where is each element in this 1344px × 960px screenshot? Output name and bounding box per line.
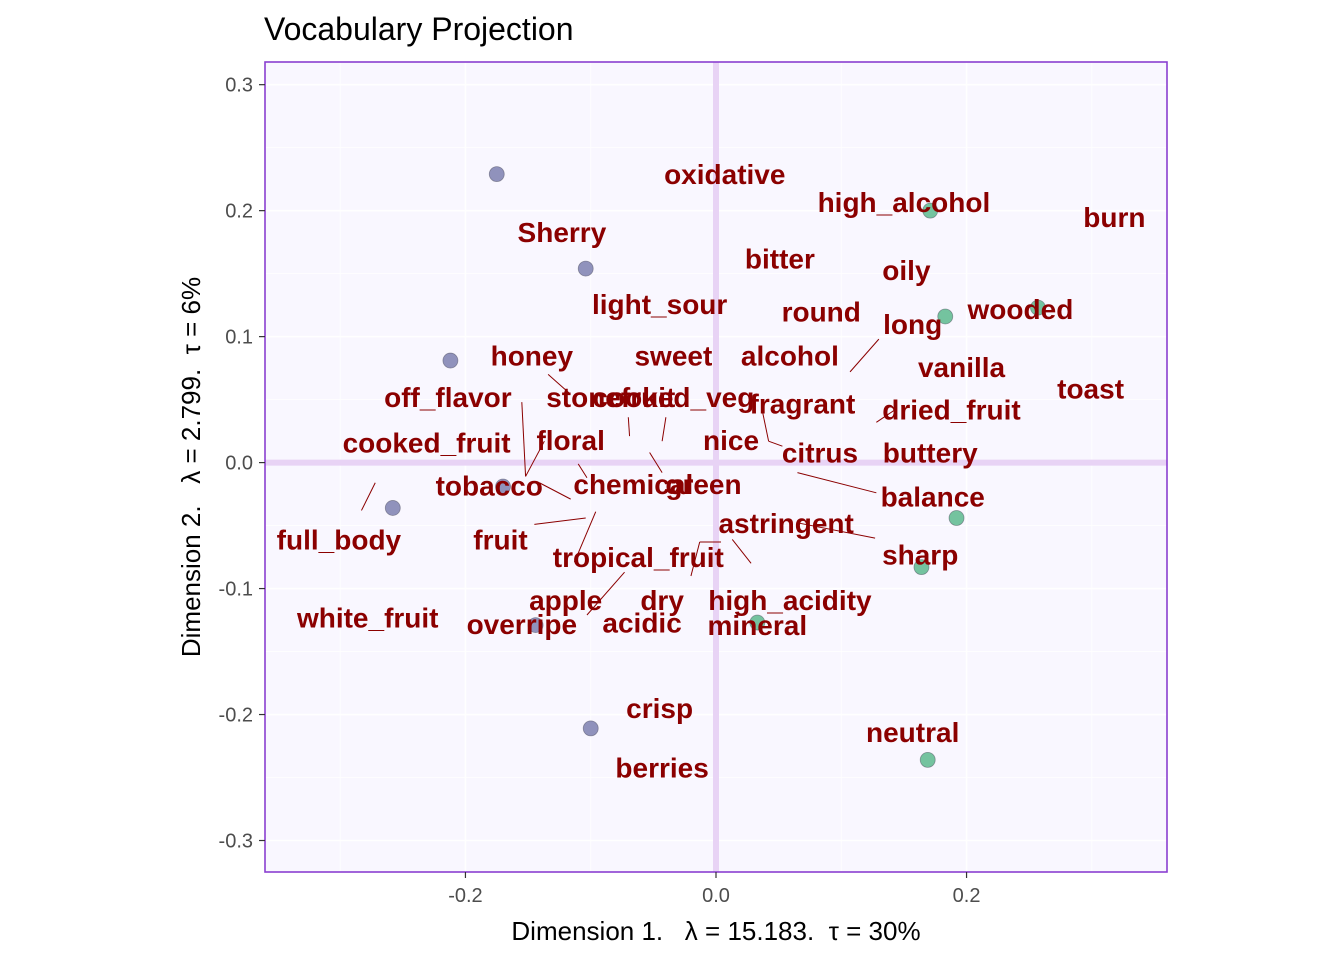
label-connector bbox=[521, 402, 527, 477]
label-connector bbox=[577, 463, 588, 478]
data-points bbox=[384, 166, 1046, 768]
y-tick-label: 0.1 bbox=[225, 327, 253, 349]
word-label: cooked_fruit bbox=[343, 427, 511, 458]
x-axis-ticks: -0.2 0.0 0.2 bbox=[448, 872, 980, 907]
label-connector bbox=[534, 517, 586, 525]
word-label: acidic bbox=[602, 608, 681, 639]
word-label: white_fruit bbox=[296, 603, 439, 634]
label-connector bbox=[761, 410, 770, 442]
word-label: full_body bbox=[277, 524, 402, 555]
y-tick-label: -0.1 bbox=[219, 579, 253, 601]
word-label: stonefruit bbox=[546, 382, 675, 413]
word-label: high_acidity bbox=[708, 585, 872, 616]
word-label: honey bbox=[491, 341, 574, 372]
data-point-group-1 bbox=[582, 720, 599, 737]
y-tick-label: 0.3 bbox=[225, 75, 253, 97]
word-label: Sherry bbox=[518, 217, 607, 248]
plot-panel: oxidative high_alcohol burn Sherry bitter oil… bbox=[264, 61, 1168, 873]
word-label: crisp bbox=[626, 693, 693, 724]
data-point-group-1 bbox=[495, 478, 511, 495]
chart-title: Vocabulary Projection bbox=[264, 11, 574, 47]
word-label: chemical bbox=[573, 469, 693, 500]
label-connector bbox=[798, 522, 876, 539]
label-connector bbox=[361, 482, 376, 511]
word-label: round bbox=[782, 296, 861, 327]
zero-reference-lines bbox=[265, 62, 1167, 872]
x-tick-label: 0.2 bbox=[953, 885, 981, 907]
label-connector bbox=[525, 440, 545, 477]
word-label: oily bbox=[882, 255, 931, 286]
label-connector bbox=[539, 482, 571, 500]
word-label: dried_fruit bbox=[882, 395, 1020, 426]
y-tick-label: 0.0 bbox=[225, 453, 253, 475]
label-connector bbox=[849, 338, 880, 373]
word-label: nice bbox=[703, 425, 759, 456]
label-connector bbox=[731, 539, 752, 564]
data-point-group-2 bbox=[913, 559, 930, 576]
word-label: fruit bbox=[473, 524, 527, 555]
word-label: cooked_veg bbox=[592, 382, 754, 413]
data-point-group-2 bbox=[948, 510, 965, 526]
data-point-group-2 bbox=[749, 614, 766, 631]
word-label: light_sour bbox=[592, 289, 727, 320]
data-point-group-1 bbox=[442, 352, 459, 369]
word-label: dry bbox=[640, 585, 684, 616]
label-connector bbox=[547, 374, 570, 394]
word-label: tropical_fruit bbox=[553, 542, 724, 573]
y-axis-ticks: -0.3 -0.2 -0.1 0.0 0.1 0.2 0.3 bbox=[219, 75, 265, 853]
x-axis-title: Dimension 1. λ = 15.183. τ = 30% bbox=[511, 916, 920, 946]
word-label: citrus bbox=[782, 438, 858, 469]
word-label: green bbox=[665, 469, 741, 500]
label-connector bbox=[768, 440, 783, 447]
word-label: off_flavor bbox=[384, 382, 512, 413]
word-label: balance bbox=[881, 482, 985, 513]
label-connector bbox=[661, 417, 667, 442]
label-connectors bbox=[361, 338, 896, 616]
data-point-group-2 bbox=[1030, 299, 1046, 316]
word-label: oxidative bbox=[664, 159, 785, 190]
y-tick-label: -0.3 bbox=[219, 831, 253, 853]
word-labels: oxidative high_alcohol burn Sherry bitter oil… bbox=[277, 159, 1146, 783]
word-label: toast bbox=[1057, 373, 1124, 404]
word-label: sweet bbox=[634, 341, 712, 372]
data-point-group-1 bbox=[527, 617, 544, 633]
word-label: tobacco bbox=[436, 470, 543, 501]
label-connector bbox=[586, 571, 625, 616]
label-connector bbox=[690, 541, 701, 577]
data-point-group-2 bbox=[922, 202, 939, 219]
word-label: wooded bbox=[967, 294, 1074, 325]
word-label: vanilla bbox=[918, 352, 1006, 383]
word-label: mineral bbox=[708, 610, 808, 641]
word-label: floral bbox=[536, 425, 604, 456]
data-point-group-2 bbox=[919, 751, 936, 768]
word-label: long bbox=[883, 309, 942, 340]
data-point-group-2 bbox=[937, 308, 954, 325]
word-label: alcohol bbox=[741, 341, 839, 372]
y-tick-label: -0.2 bbox=[219, 705, 253, 727]
label-connector bbox=[797, 472, 877, 494]
word-label: high_alcohol bbox=[818, 187, 991, 218]
word-label: berries bbox=[615, 752, 708, 783]
word-label: buttery bbox=[883, 438, 978, 469]
word-label: astringent bbox=[718, 508, 853, 539]
y-tick-label: 0.2 bbox=[225, 201, 253, 223]
data-point-group-1 bbox=[577, 260, 594, 277]
word-label: neutral bbox=[866, 717, 959, 748]
label-connector bbox=[876, 409, 896, 423]
data-point-group-1 bbox=[384, 500, 401, 516]
word-label: bitter bbox=[745, 244, 815, 275]
word-label: sharp bbox=[882, 540, 958, 571]
word-label: apple bbox=[529, 585, 602, 616]
label-connector bbox=[573, 511, 597, 563]
y-axis-title: Dimension 2. λ = 2.799. τ = 6% bbox=[176, 277, 206, 657]
word-label: overripe bbox=[467, 609, 578, 640]
word-label: fragrant bbox=[750, 388, 856, 419]
x-tick-label: -0.2 bbox=[448, 885, 482, 907]
label-connector bbox=[627, 417, 631, 437]
data-point-group-1 bbox=[488, 166, 505, 183]
label-connector bbox=[649, 452, 663, 473]
x-tick-label: 0.0 bbox=[702, 885, 730, 907]
word-label: burn bbox=[1083, 202, 1145, 233]
